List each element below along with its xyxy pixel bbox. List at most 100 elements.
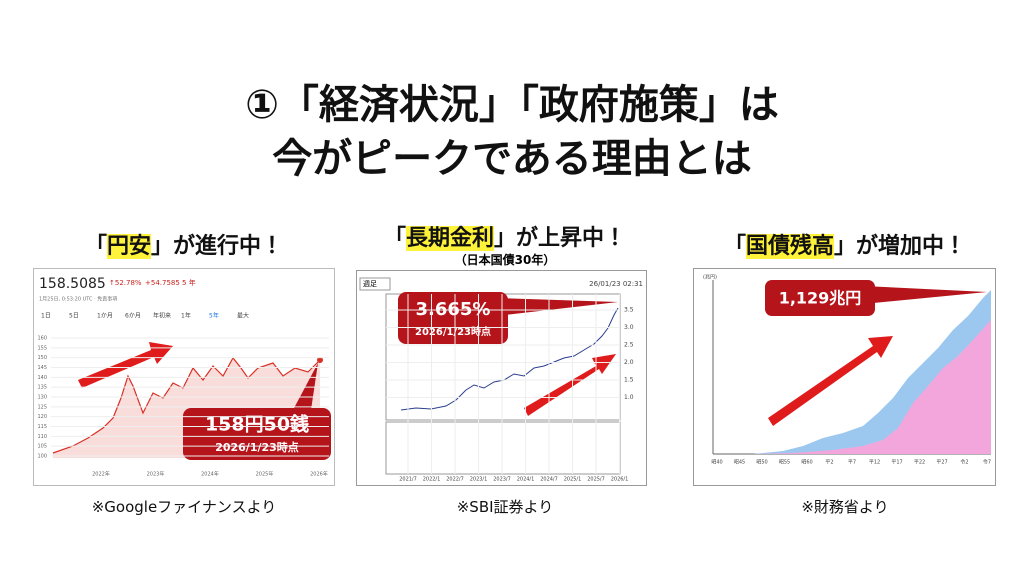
y-tick-label: 105	[37, 444, 47, 450]
area-construction	[753, 320, 991, 454]
source: ※Googleファイナンスより	[91, 498, 277, 516]
y-tick-label: 3.5	[624, 307, 634, 314]
x-tick-label: 平27	[936, 460, 947, 466]
x-tick-label: 2025/1	[564, 477, 582, 483]
x-tick-label: 平17	[891, 460, 902, 466]
period: 週足	[363, 279, 377, 288]
y-tick-label: 135	[37, 385, 47, 391]
x-tick-label: 昭45	[734, 460, 745, 466]
x-tick-label: 令2	[960, 459, 968, 466]
callout	[765, 280, 875, 316]
callout-pointer	[863, 286, 987, 304]
x-tick-label: 平12	[869, 460, 880, 466]
x-tick-label: 2024年	[201, 471, 219, 478]
x-tick-label: 昭40	[711, 460, 722, 466]
range-tab: 5年	[209, 312, 219, 320]
heading-rest: 」が進行中！	[151, 234, 284, 259]
arrow	[524, 354, 616, 416]
bracket: 「	[723, 234, 746, 259]
y-tick-label: 145	[37, 365, 47, 371]
y-tick-label: 130	[37, 395, 47, 401]
highlight: 国債残高	[745, 234, 835, 259]
y-tick-label: 2.5	[624, 342, 634, 349]
source: ※財務省より	[801, 498, 889, 516]
range-tab: 1か月	[97, 313, 113, 320]
callout-value: 158円50銭	[205, 413, 309, 436]
callout-date: 2026/1/23時点	[215, 440, 299, 454]
heading: 「円安」が進行中！	[85, 228, 283, 260]
subheading: （日本国債30年）	[454, 253, 556, 267]
y-tick-label: 115	[37, 424, 47, 430]
x-tick-label: 2024/7	[540, 477, 558, 483]
change-abs: +54.7585 5 年	[145, 278, 196, 287]
heading-rest: 」が上昇中！	[494, 226, 627, 251]
callout-value: 1,129兆円	[779, 289, 862, 308]
range-tab: 最大	[237, 312, 249, 320]
callout-date: 2026/1/23時点	[415, 325, 491, 338]
x-tick-label: 2023年	[147, 471, 165, 478]
dropdown	[359, 277, 391, 291]
heading: 「長期金利」が上昇中！	[384, 220, 626, 252]
screenshot: 158.5085 ↑52.78% +54.7585 5 年 1月25日, 0:5…	[33, 268, 335, 486]
x-tick-label: 2024/1	[517, 477, 535, 483]
y-tick-label: 1.5	[624, 377, 634, 384]
x-tick-label: 平22	[914, 460, 925, 466]
y-tick-label: 160	[37, 336, 47, 342]
y-tick-label: 140	[37, 375, 47, 381]
arrow	[78, 342, 173, 388]
bracket: 「	[84, 234, 107, 259]
timestamp: 26/01/23 02:31	[589, 280, 643, 288]
title-line: 今がピークである理由とは	[272, 136, 752, 182]
last-point	[317, 357, 323, 363]
price: 158.5085	[39, 276, 106, 292]
unit: (兆円)	[703, 274, 717, 281]
x-tick-label: 2021/7	[399, 477, 417, 483]
range-tab: 年初来	[153, 312, 171, 320]
line	[400, 307, 619, 411]
highlight: 長期金利	[405, 226, 495, 251]
x-tick-label: 2026年	[310, 471, 328, 478]
x-tick-label: 平2	[825, 460, 833, 466]
x-tick-label: 2022/1	[423, 477, 441, 483]
x-tick-label: 平7	[848, 460, 856, 466]
range-tab: 5日	[69, 313, 79, 320]
y-tick-label: 155	[37, 345, 47, 351]
range-tab: 1日	[41, 313, 51, 320]
y-tick-label: 100	[37, 454, 47, 460]
x-tick-label: 昭50	[756, 460, 767, 466]
x-tick-label: 昭60	[801, 460, 812, 466]
y-tick-label: 120	[37, 414, 47, 420]
x-tick-label: 昭55	[779, 460, 790, 466]
timestamp: 1月25日, 0:53:20 UTC · 免責事項	[39, 296, 117, 303]
x-tick-label: 2023/1	[470, 477, 488, 483]
x-tick-label: 2025/7	[587, 477, 605, 483]
callout	[398, 292, 508, 344]
x-tick-label: 令7	[983, 459, 991, 466]
callout-pointer	[496, 298, 618, 316]
y-tick-label: 150	[37, 355, 47, 361]
y-tick-label: 125	[37, 404, 47, 410]
y-tick-label: 110	[37, 434, 47, 440]
source: ※SBI証券より	[456, 498, 554, 516]
y-tick-label: 1.0	[624, 394, 634, 401]
callout	[183, 408, 331, 460]
y-tick-label: 2.0	[624, 359, 634, 366]
arrow	[768, 336, 893, 426]
y-tick-label: 3.0	[624, 324, 634, 331]
heading-rest: 」が増加中！	[834, 234, 967, 259]
screenshot: (兆円) 1,129兆円 昭40 昭45 昭50 昭55 昭60 平2 平7 平12 平17 平2…	[693, 268, 996, 486]
callout-pointer	[293, 363, 318, 410]
heading: 「国債残高」が増加中！	[724, 228, 966, 260]
x-tick-label: 2022年	[92, 471, 110, 478]
range-tab: 6か月	[125, 313, 141, 320]
x-tick-label: 2023/7	[493, 477, 511, 483]
title-line: ①「経済状況」「政府施策」は	[245, 82, 779, 128]
range-tab: 1年	[181, 312, 191, 320]
x-tick-label: 2025年	[256, 471, 274, 478]
change-pct: ↑52.78%	[109, 279, 142, 287]
x-tick-label: 2022/7	[446, 477, 464, 483]
line	[52, 356, 321, 454]
highlight: 円安	[106, 234, 152, 259]
